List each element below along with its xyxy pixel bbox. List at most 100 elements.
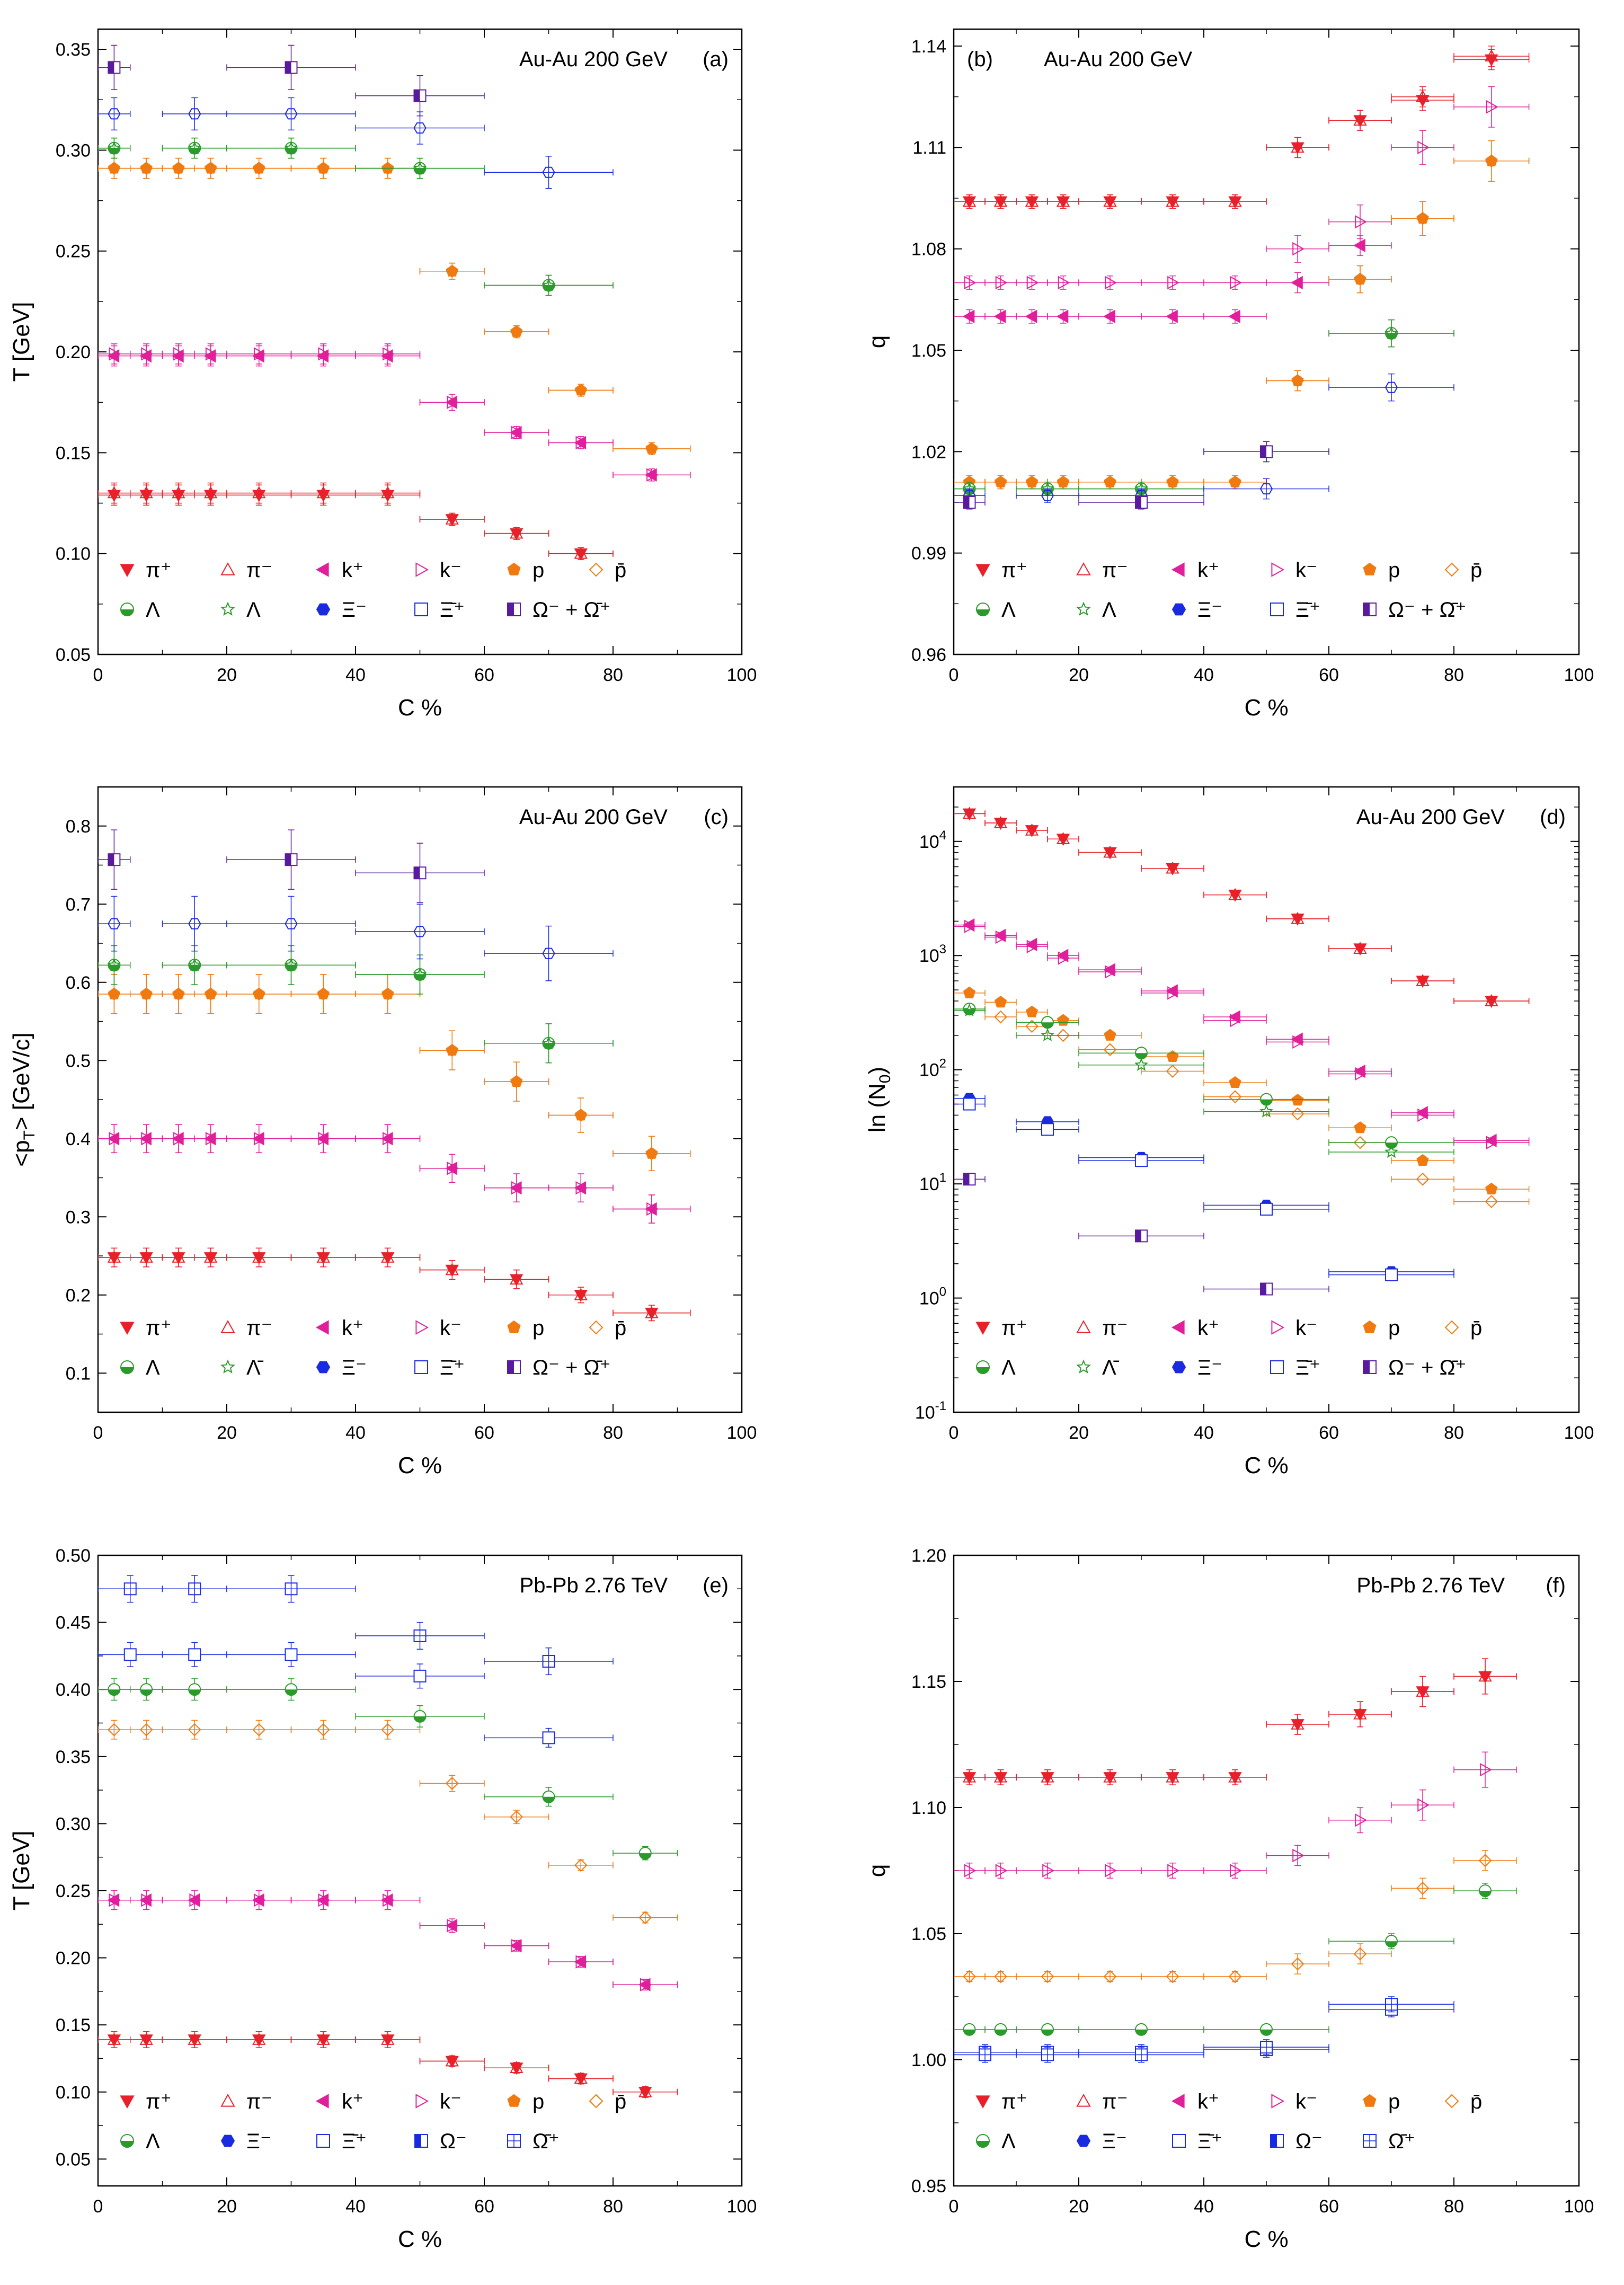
y-tick-exp: 1 [939,1171,946,1185]
chart-title: Au-Au 200 GeV [519,805,668,829]
y-tick-label: 0.99 [911,544,946,564]
data-point [1057,1014,1070,1026]
data-point [107,140,121,154]
data-point [993,818,1008,830]
data-point [1025,194,1039,207]
data-point [993,928,1006,942]
data-point [963,1097,976,1111]
data-point [638,1911,652,1925]
data-point [1230,276,1243,290]
data-point [993,816,1008,828]
x-tick-label: 20 [217,2197,237,2217]
data-point-fill [140,1689,153,1696]
data-point [510,1075,523,1088]
legend-label: p̄ [1470,1316,1482,1340]
data-point [962,1003,977,1017]
data-point [1228,889,1242,902]
legend-marker [220,562,235,575]
legend-marker [120,564,135,578]
y-tick-label: 0.25 [56,242,91,262]
y-axis-label: <pT> [GeV/c] [8,1032,38,1166]
data-point [1167,276,1180,290]
data-layer [98,45,691,561]
legend-label: p [1388,1316,1400,1340]
legend-marker [220,1359,235,1374]
data-point [645,1147,659,1161]
data-point [994,996,1007,1008]
data-point [253,1132,266,1146]
data-layer [98,1575,678,2099]
data-point [445,264,459,278]
data-point [382,1893,395,1907]
legend-label: π⁺ [146,1316,172,1340]
data-point [107,486,121,499]
data-point [1167,1864,1180,1877]
legend-label: π⁺ [1001,559,1027,582]
legend-label: Λ [146,2130,160,2153]
data-point [107,349,120,363]
y-tick-label: 0.05 [56,2149,91,2169]
legend-marker [1444,2094,1459,2109]
data-point [1416,211,1430,225]
x-tick-label: 0 [949,2197,959,2217]
data-point [107,2032,121,2045]
data-point [139,987,153,1001]
data-point [252,1723,266,1737]
data-layer [954,1658,1517,2063]
data-point [1056,309,1069,323]
data-point [1166,1770,1179,1783]
data-point-fill [285,61,291,74]
legend-label: π⁺ [146,559,172,582]
y-tick-label: 103 [919,942,946,966]
data-point [1290,276,1303,290]
legend-marker [120,2095,135,2109]
data-point [1026,276,1039,290]
data-point [574,1288,588,1300]
data-point [1103,194,1117,207]
data-point [316,2032,330,2045]
legend-label: Ξ̄⁺ [1295,598,1320,622]
legend-label: k⁻ [1295,2090,1317,2113]
data-point [188,108,201,120]
data-point [1166,1050,1179,1062]
data-point [141,1893,154,1907]
legend-marker [1363,562,1377,575]
data-point [1103,475,1117,489]
data-point [1025,1020,1039,1033]
legend-label: k⁺ [1197,2090,1219,2113]
legend-marker [220,2093,235,2107]
data-point [316,486,330,499]
data-point [1485,1182,1498,1194]
data-point [574,1858,588,1872]
data-point [510,1272,523,1285]
data-point [1041,1123,1054,1136]
data-point-fill [1135,1230,1141,1242]
data-point [382,1132,395,1146]
data-point [1025,1005,1039,1017]
data-point [188,1648,201,1661]
data-point [318,1132,331,1146]
y-axis-label-part: <p [8,1140,34,1166]
data-point [1292,242,1305,256]
legend-marker-fill [977,609,989,616]
data-point-fill [1042,2029,1053,2035]
data-point [188,1723,201,1737]
legend-label: p [533,559,544,582]
data-point [1484,1133,1497,1147]
legend-marker [415,562,429,577]
legend-label: Λ [146,598,160,622]
data-point [542,1731,555,1744]
y-tick-exp: 3 [939,942,946,956]
y-tick-base: 10 [919,832,939,852]
data-point [510,2061,523,2073]
panel-b: 0 20 40 60 80 100 0.96 0.99 1.02 1.05 1.08 1.11 1.14… [864,28,1594,721]
data-point [1228,194,1242,207]
legend-marker [220,601,235,616]
data-point [107,162,121,175]
plot-frame-b [953,28,1580,656]
data-point [511,1181,523,1195]
data-point [284,140,298,154]
legend: π⁺ π⁻ k⁺ k⁻ p p̄ Λ Ξ⁻ Ξ̄⁺ Ω⁻ Ω̄⁺ [975,2090,1482,2153]
y-axis-label-sub: T [21,1130,38,1140]
